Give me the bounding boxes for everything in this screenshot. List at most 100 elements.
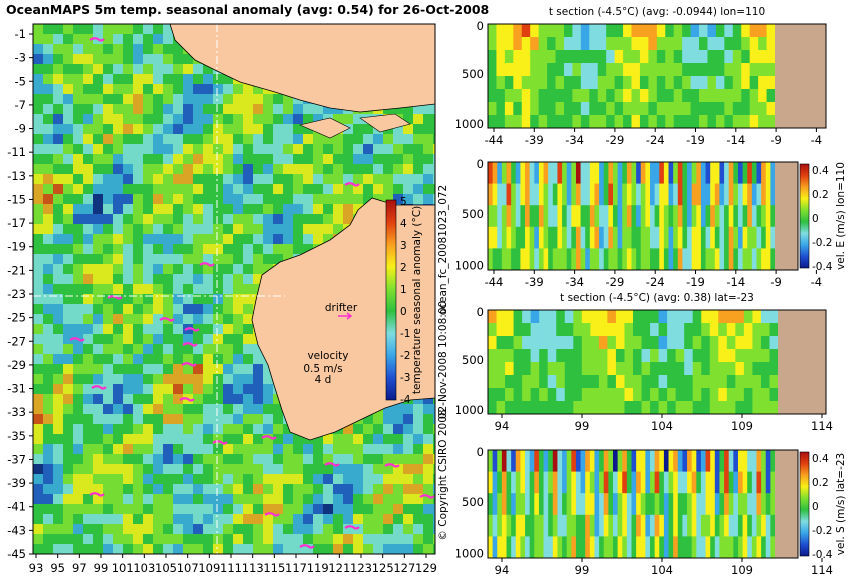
section-cell <box>543 471 549 494</box>
map-field-cell <box>393 504 403 514</box>
map-field-cell <box>343 424 353 434</box>
section-cell <box>648 115 658 129</box>
section-cell <box>492 471 498 494</box>
section-cell <box>492 536 498 559</box>
map-field-cell <box>403 124 413 134</box>
section-cell <box>631 183 637 206</box>
section-cell <box>733 514 739 537</box>
map-field-cell <box>293 484 303 494</box>
map-field-cell <box>203 114 213 124</box>
section-cell <box>585 162 591 185</box>
map-field-cell <box>263 454 273 464</box>
map-field-cell <box>343 484 353 494</box>
section-cell <box>724 102 734 116</box>
map-field-cell <box>263 164 273 174</box>
section-cell <box>756 226 762 249</box>
section-cell <box>677 226 683 249</box>
drifter-track <box>299 544 315 549</box>
map-field-cell <box>113 374 123 384</box>
map-field-cell <box>283 194 293 204</box>
section-cell <box>684 323 694 337</box>
map-field-cell <box>233 134 243 144</box>
section-cell <box>556 310 566 324</box>
map-field-cell <box>373 174 383 184</box>
map-field-cell <box>163 204 173 214</box>
map-field-cell <box>293 124 303 134</box>
map-field-cell <box>403 544 413 554</box>
section-cell <box>626 205 632 228</box>
section-cell <box>700 226 707 249</box>
map-field-cell <box>133 274 143 284</box>
map-field-cell <box>103 414 113 424</box>
map-field-cell <box>33 204 43 214</box>
drifter-track <box>89 37 105 42</box>
section-cell <box>631 493 637 516</box>
section-cell <box>667 401 677 415</box>
map-field-cell <box>383 504 393 514</box>
section-cell <box>623 24 632 38</box>
map-field-cell <box>153 324 163 334</box>
map-field-cell <box>83 134 93 144</box>
map-field-cell <box>133 364 143 374</box>
section-cell <box>747 183 753 206</box>
section-cell <box>538 50 548 64</box>
map-field-cell <box>213 544 223 554</box>
map-field-cell <box>83 154 93 164</box>
section-cell <box>715 50 725 64</box>
map-field-cell <box>233 104 243 114</box>
map-field-cell <box>43 54 53 64</box>
map-field-cell <box>113 444 123 454</box>
section-cell <box>566 514 572 537</box>
map-field-cell <box>193 354 203 364</box>
section-y-tick-label: 500 <box>462 353 484 367</box>
map-field-cell <box>433 434 435 444</box>
map-field-cell <box>193 244 203 254</box>
section-cell <box>690 37 700 51</box>
section-cell <box>675 362 685 376</box>
map-field-cell <box>163 74 173 84</box>
map-field-cell <box>113 24 123 34</box>
map-field-cell <box>133 74 143 84</box>
section-cell <box>492 514 498 537</box>
map-y-tick-label: -1 <box>15 27 26 41</box>
section-cell <box>659 536 665 559</box>
section-cell <box>719 471 725 494</box>
section-cell <box>520 450 526 473</box>
map-field-cell <box>33 34 43 44</box>
map-field-cell <box>93 454 103 464</box>
map-field-cell <box>213 284 223 294</box>
section-cell <box>571 471 577 494</box>
map-field-cell <box>233 384 243 394</box>
section-cell <box>667 362 677 376</box>
section-cell <box>513 336 523 350</box>
section-cell <box>594 450 600 473</box>
map-field-cell <box>153 74 163 84</box>
section-cell <box>626 493 632 516</box>
section-cell <box>650 183 656 206</box>
drifter-track <box>384 463 400 468</box>
section-cell <box>673 102 683 116</box>
section-cell <box>488 310 498 324</box>
section-cell <box>615 349 625 363</box>
map-field-cell <box>73 454 83 464</box>
map-field-cell <box>143 34 153 44</box>
map-field-cell <box>143 394 153 404</box>
section-cell <box>530 50 540 64</box>
map-field-cell <box>323 434 333 444</box>
map-drifters <box>69 37 435 549</box>
section-cell <box>624 388 634 402</box>
map-field-cell <box>193 334 203 344</box>
section-cell <box>636 183 642 206</box>
section-cell <box>769 323 779 337</box>
section-cell <box>675 336 685 350</box>
map-field-cell <box>73 434 83 444</box>
map-field-cell <box>243 414 253 424</box>
section-cell <box>534 471 540 494</box>
map-field-cell <box>153 434 163 444</box>
map-field-cell <box>253 444 263 454</box>
map-field-cell <box>243 494 253 504</box>
map-field-cell <box>123 424 133 434</box>
section-cell <box>599 248 605 271</box>
map-field-cell <box>213 294 223 304</box>
map-field-cell <box>323 154 333 164</box>
